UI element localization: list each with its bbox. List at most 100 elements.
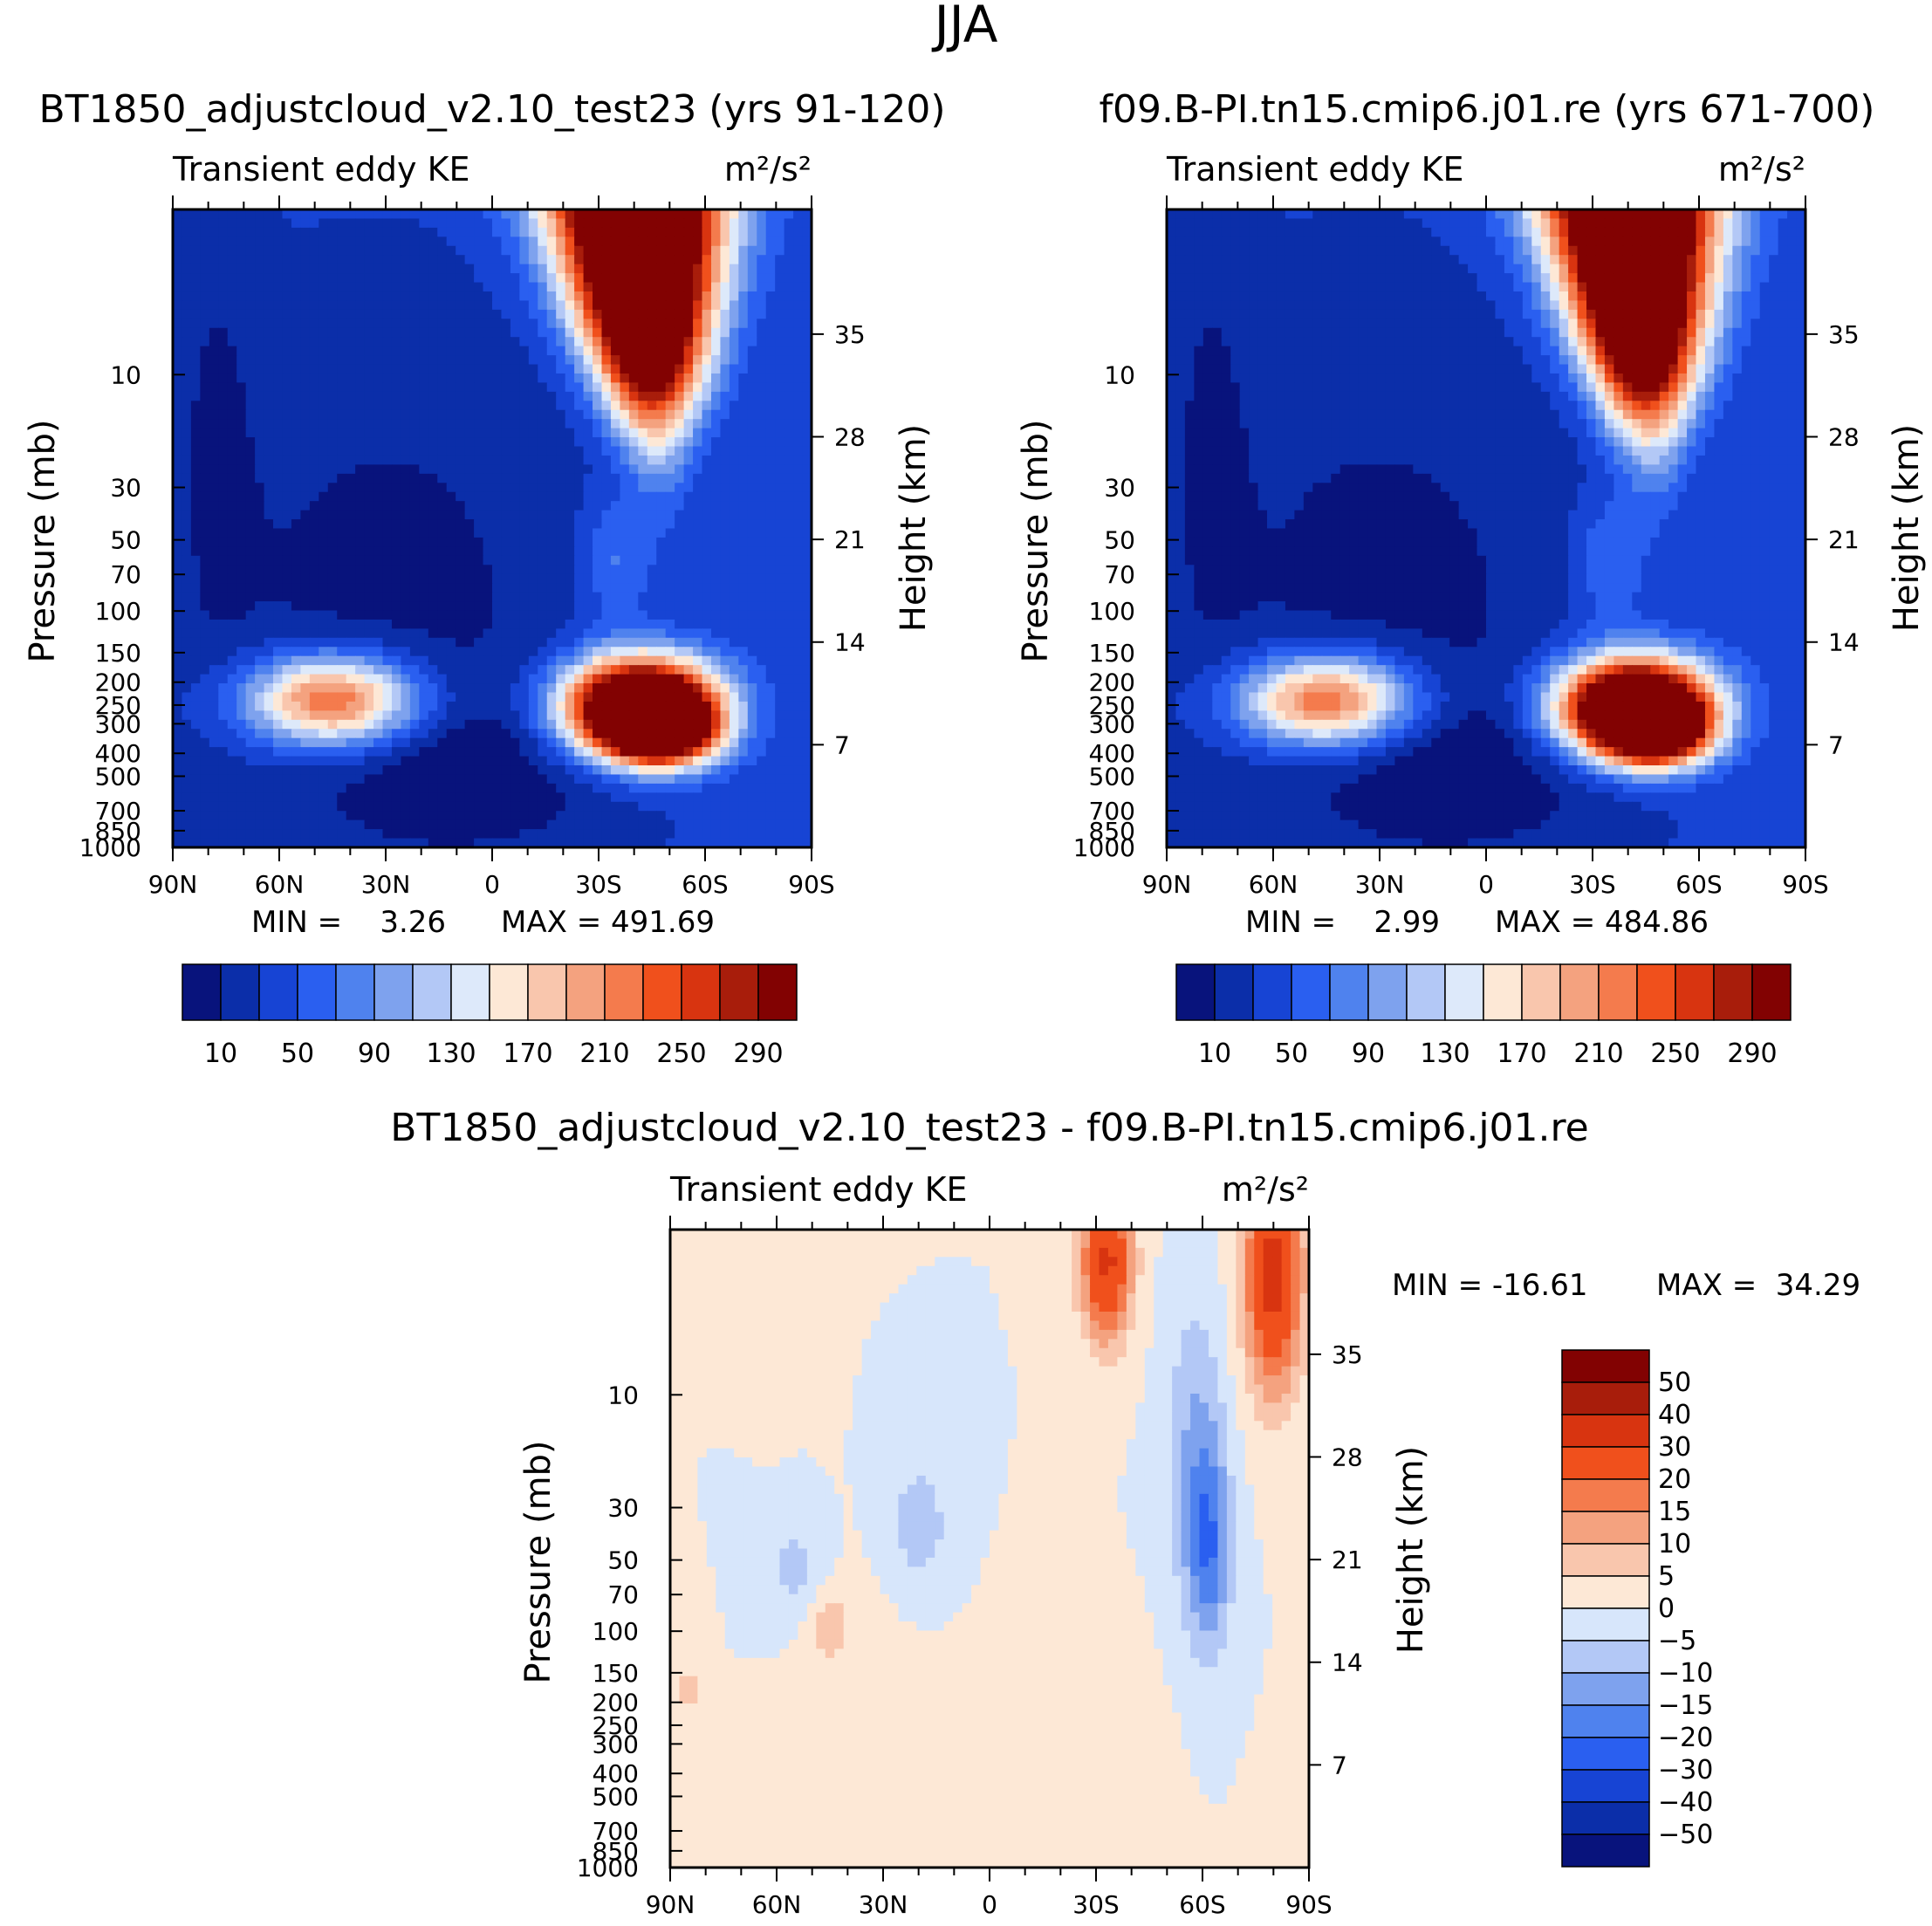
field-cell bbox=[683, 319, 694, 329]
field-cell bbox=[683, 528, 694, 538]
field-cell bbox=[264, 437, 274, 448]
field-cell bbox=[583, 756, 593, 766]
field-cell bbox=[319, 346, 329, 356]
field-cell bbox=[227, 464, 237, 475]
field-cell bbox=[190, 692, 201, 703]
field-cell bbox=[373, 519, 384, 530]
field-cell bbox=[583, 282, 593, 292]
field-cell bbox=[236, 327, 247, 338]
field-cell bbox=[538, 555, 548, 565]
field-cell bbox=[519, 674, 530, 684]
field-cell bbox=[601, 819, 612, 830]
field-cell bbox=[574, 710, 585, 721]
field-cell bbox=[264, 628, 274, 639]
field-cell bbox=[236, 309, 247, 319]
field-cell bbox=[501, 519, 511, 530]
field-cell bbox=[665, 319, 675, 329]
field-cell bbox=[255, 637, 265, 648]
field-cell bbox=[209, 319, 219, 329]
field-cell bbox=[793, 391, 804, 401]
field-cell bbox=[391, 209, 402, 220]
field-cell bbox=[628, 382, 639, 393]
field-cell bbox=[355, 528, 366, 538]
field-cell bbox=[538, 327, 548, 338]
field-cell bbox=[656, 491, 667, 502]
field-cell bbox=[793, 446, 804, 456]
field-cell bbox=[675, 701, 685, 711]
field-cell bbox=[647, 346, 657, 356]
field-cell bbox=[528, 300, 538, 311]
field-cell bbox=[419, 337, 429, 347]
field-cell bbox=[628, 291, 639, 302]
field-cell bbox=[291, 583, 301, 593]
field-cell bbox=[538, 737, 548, 748]
field-cell bbox=[510, 346, 520, 356]
field-cell bbox=[255, 245, 265, 256]
field-cell bbox=[620, 737, 630, 748]
field-cell bbox=[565, 273, 575, 284]
field-cell bbox=[583, 665, 593, 675]
field-cell bbox=[510, 792, 520, 803]
field-cell bbox=[802, 346, 812, 356]
field-cell bbox=[173, 227, 183, 237]
field-cell bbox=[401, 747, 411, 757]
field-cell bbox=[656, 619, 667, 629]
field-cell bbox=[464, 528, 475, 538]
field-cell bbox=[446, 236, 456, 247]
field-cell bbox=[446, 528, 456, 538]
field-cell bbox=[218, 327, 229, 338]
field-cell bbox=[291, 227, 301, 237]
field-cell bbox=[583, 592, 593, 602]
field-cell bbox=[574, 437, 585, 448]
field-cell bbox=[309, 592, 319, 602]
field-cell bbox=[784, 801, 794, 812]
field-cell bbox=[565, 674, 575, 684]
field-cell bbox=[492, 300, 503, 311]
field-cell bbox=[173, 501, 183, 511]
field-cell bbox=[693, 665, 703, 675]
field-cell bbox=[492, 737, 503, 748]
field-cell bbox=[574, 473, 585, 483]
field-cell bbox=[245, 401, 256, 411]
field-cell bbox=[720, 683, 730, 694]
field-cell bbox=[665, 227, 675, 237]
field-cell bbox=[738, 683, 749, 694]
field-cell bbox=[355, 655, 366, 666]
field-cell bbox=[793, 710, 804, 721]
field-cell bbox=[319, 583, 329, 593]
field-cell bbox=[428, 291, 438, 302]
field-cell bbox=[565, 464, 575, 475]
field-cell bbox=[765, 592, 776, 602]
field-cell bbox=[227, 774, 237, 785]
field-cell bbox=[510, 483, 520, 493]
field-cell bbox=[173, 665, 183, 675]
field-cell bbox=[227, 255, 237, 265]
field-cell bbox=[628, 273, 639, 284]
field-cell bbox=[282, 647, 292, 657]
field-cell bbox=[245, 637, 256, 648]
field-cell bbox=[501, 218, 511, 229]
field-cell bbox=[683, 382, 694, 393]
field-cell bbox=[428, 747, 438, 757]
field-cell bbox=[802, 282, 812, 292]
field-cell bbox=[538, 273, 548, 284]
field-cell bbox=[464, 546, 475, 557]
field-cell bbox=[190, 537, 201, 547]
field-cell bbox=[565, 655, 575, 666]
field-cell bbox=[282, 701, 292, 711]
field-cell bbox=[784, 437, 794, 448]
field-cell bbox=[802, 437, 812, 448]
field-cell bbox=[747, 455, 757, 465]
field-cell bbox=[729, 227, 739, 237]
field-cell bbox=[546, 792, 557, 803]
field-cell bbox=[474, 282, 484, 292]
field-cell bbox=[446, 264, 456, 274]
field-cell bbox=[346, 619, 356, 629]
field-cell bbox=[775, 573, 785, 584]
field-cell bbox=[784, 819, 794, 830]
field-cell bbox=[300, 309, 311, 319]
field-cell bbox=[327, 300, 338, 311]
field-cell bbox=[382, 355, 393, 366]
field-cell bbox=[236, 792, 247, 803]
